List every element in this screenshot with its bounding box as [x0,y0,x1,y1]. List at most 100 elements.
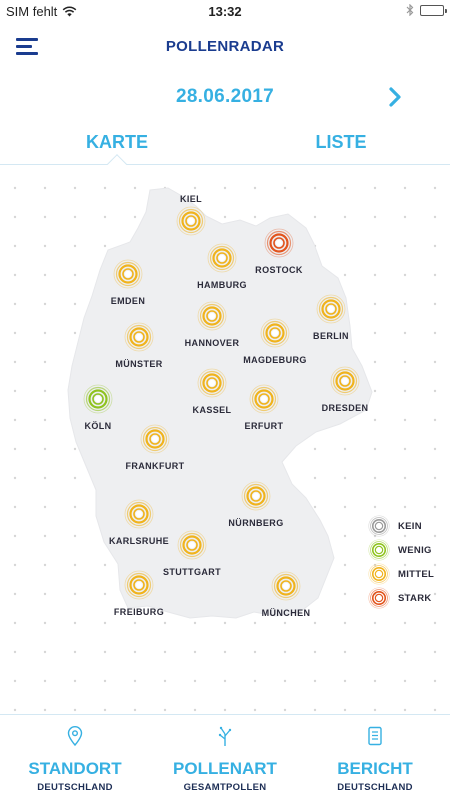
status-time: 13:32 [208,4,242,19]
legend-label: KEIN [398,520,422,532]
pollen-legend: KEIN WENIG MITTEL STARK [368,514,448,610]
city-muenchen[interactable]: MÜNCHEN [231,571,341,618]
city-stuttgart[interactable]: STUTTGART [137,530,247,577]
city-name: DRESDEN [321,403,369,413]
pollen-marker-icon [177,530,207,560]
city-name: HANNOVER [184,338,240,348]
germany-outline [67,187,373,619]
city-kassel[interactable]: KASSEL [157,368,267,415]
city-name: MÜNSTER [115,359,163,369]
date-label: 28.06.2017 [175,86,275,107]
legend-label: STARK [398,592,432,604]
pollen-marker-icon [249,384,279,414]
city-name: ERFURT [244,421,284,431]
legend-item-mittel: MITTEL [368,562,448,586]
legend-label: WENIG [398,544,432,556]
plant-icon [218,726,232,746]
city-name: FRANKFURT [125,461,185,471]
city-magdeburg[interactable]: MAGDEBURG [220,318,330,365]
city-hannover[interactable]: HANNOVER [157,301,267,348]
status-left: SIM fehlt [6,4,77,19]
city-muenster[interactable]: MÜNSTER [84,322,194,369]
city-name: STUTTGART [162,567,222,577]
city-dresden[interactable]: DRESDEN [290,366,400,413]
pollen-marker-icon [124,570,154,600]
tab-liste[interactable]: LISTE [315,132,367,152]
pollen-marker-icon [316,294,346,324]
nav-standort[interactable]: STANDORT DEUTSCHLAND [0,715,150,800]
bluetooth-icon [406,4,414,16]
city-name: MÜNCHEN [261,608,311,618]
date-row: 28.06.2017 [0,82,450,112]
city-kiel[interactable]: KIEL [136,194,246,241]
city-name: KÖLN [84,421,112,431]
city-berlin[interactable]: BERLIN [276,294,386,341]
nav-pollenart[interactable]: POLLENART GESAMTPOLLEN [150,715,300,800]
germany-map [13,186,437,712]
city-name: BERLIN [313,331,349,341]
nav-subtitle: DEUTSCHLAND [37,782,113,793]
pollen-marker-icon [83,384,113,414]
nav-title: POLLENART [173,759,277,778]
legend-item-kein: KEIN [368,514,448,538]
bottom-nav: STANDORT DEUTSCHLAND POLLENART GESAMTPOL… [0,714,450,800]
menu-icon[interactable] [16,38,38,56]
city-karlsruhe[interactable]: KARLSRUHE [84,499,194,546]
legend-item-wenig: WENIG [368,538,448,562]
map-area: KIEL ROSTOCK HAMBURG EMDEN BERLIN HANNOV… [0,166,450,714]
battery-icon [420,4,447,16]
pollen-marker-icon [271,571,301,601]
city-name: EMDEN [110,296,146,306]
city-freiburg[interactable]: FREIBURG [84,570,194,617]
app-title: POLLENRADAR [165,38,285,55]
city-koeln[interactable]: KÖLN [43,384,153,431]
pollen-marker-icon [197,368,227,398]
pollen-marker-icon [207,243,237,273]
city-name: MAGDEBURG [243,355,307,365]
tab-divider [0,164,450,165]
city-name: KASSEL [192,405,232,415]
pollen-marker-icon [140,424,170,454]
city-frankfurt[interactable]: FRANKFURT [100,424,210,471]
status-right [406,4,447,16]
carrier-text: SIM fehlt [6,4,58,19]
city-name: NÜRNBERG [228,518,284,528]
city-rostock[interactable]: ROSTOCK [224,228,334,275]
pollen-marker-icon [124,322,154,352]
legend-item-stark: STARK [368,586,448,610]
city-nuernberg[interactable]: NÜRNBERG [201,481,311,528]
app-header: POLLENRADAR [0,22,450,72]
nav-subtitle: DEUTSCHLAND [337,782,413,793]
legend-marker-icon [368,563,390,585]
city-name: HAMBURG [197,280,247,290]
pollen-marker-icon [113,259,143,289]
view-tabs: KARTE LISTE [0,124,450,174]
nav-bericht[interactable]: BERICHT DEUTSCHLAND [300,715,450,800]
nav-subtitle: GESAMTPOLLEN [183,782,267,793]
city-erfurt[interactable]: ERFURT [209,384,319,431]
city-name: KARLSRUHE [108,536,170,546]
document-icon [368,726,382,746]
status-bar: SIM fehlt 13:32 [0,0,450,22]
pollen-marker-icon [264,228,294,258]
pollen-marker-icon [176,206,206,236]
pollen-marker-icon [260,318,290,348]
nav-title: STANDORT [28,759,122,778]
city-name: ROSTOCK [255,265,303,275]
nav-title: BERICHT [337,759,413,778]
location-pin-icon [67,726,83,747]
legend-marker-icon [368,539,390,561]
pollen-marker-icon [124,499,154,529]
pollen-marker-icon [241,481,271,511]
chevron-right-icon[interactable] [384,86,406,108]
legend-marker-icon [368,515,390,537]
city-hamburg[interactable]: HAMBURG [167,243,277,290]
pollen-marker-icon [330,366,360,396]
wifi-icon [62,6,77,17]
legend-label: MITTEL [398,568,435,580]
legend-marker-icon [368,587,390,609]
city-name: FREIBURG [113,607,165,617]
tab-karte[interactable]: KARTE [86,132,148,152]
city-name: KIEL [179,194,203,204]
city-emden[interactable]: EMDEN [73,259,183,306]
